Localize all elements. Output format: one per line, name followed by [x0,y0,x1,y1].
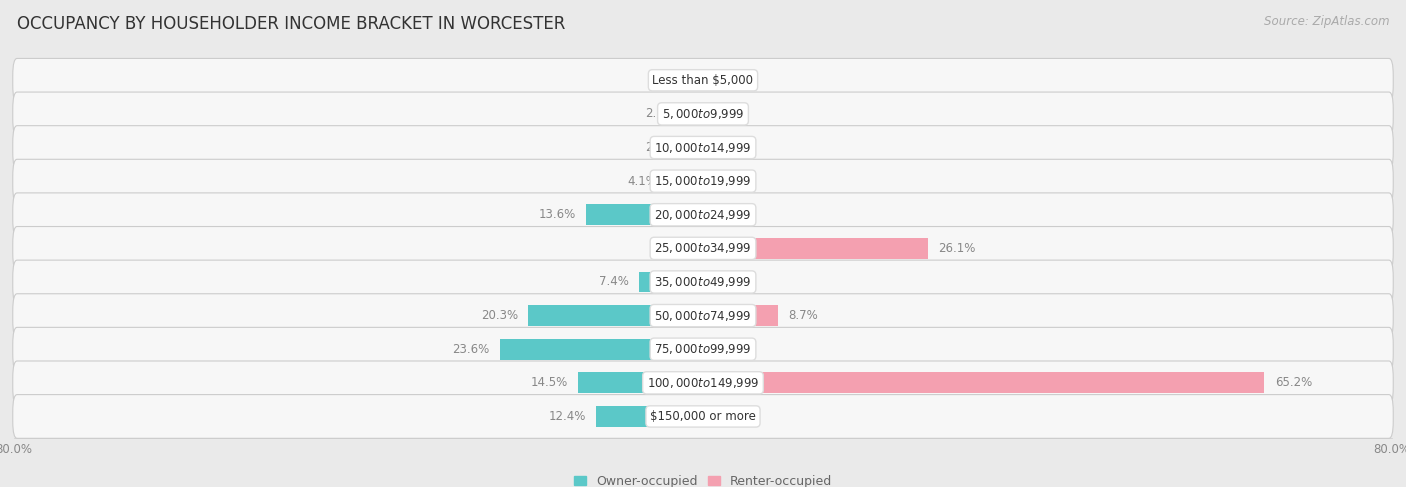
Text: 0.0%: 0.0% [713,175,742,187]
Bar [499,339,703,359]
Text: $50,000 to $74,999: $50,000 to $74,999 [654,309,752,322]
FancyBboxPatch shape [13,394,1393,438]
Legend: Owner-occupied, Renter-occupied: Owner-occupied, Renter-occupied [568,470,838,487]
FancyBboxPatch shape [13,193,1393,237]
FancyBboxPatch shape [13,226,1393,270]
Text: 13.6%: 13.6% [538,208,575,221]
Text: $35,000 to $49,999: $35,000 to $49,999 [654,275,752,289]
Text: 2.1%: 2.1% [645,141,675,154]
FancyBboxPatch shape [13,159,1393,203]
Text: $150,000 or more: $150,000 or more [650,410,756,423]
FancyBboxPatch shape [13,327,1393,371]
Bar [685,137,703,158]
Bar [685,103,703,124]
Text: 0.0%: 0.0% [713,141,742,154]
Text: 65.2%: 65.2% [1275,376,1312,389]
Bar [703,373,1264,393]
Text: 12.4%: 12.4% [548,410,586,423]
FancyBboxPatch shape [13,294,1393,337]
Text: 0.0%: 0.0% [713,410,742,423]
FancyBboxPatch shape [13,126,1393,169]
Bar [703,238,928,259]
Text: $15,000 to $19,999: $15,000 to $19,999 [654,174,752,188]
FancyBboxPatch shape [13,361,1393,405]
Text: 2.1%: 2.1% [645,108,675,120]
Text: 26.1%: 26.1% [938,242,976,255]
Text: 0.0%: 0.0% [664,74,693,87]
Text: $75,000 to $99,999: $75,000 to $99,999 [654,342,752,356]
Bar [668,171,703,191]
Text: OCCUPANCY BY HOUSEHOLDER INCOME BRACKET IN WORCESTER: OCCUPANCY BY HOUSEHOLDER INCOME BRACKET … [17,15,565,33]
Bar [703,305,778,326]
Text: $5,000 to $9,999: $5,000 to $9,999 [662,107,744,121]
Text: 0.0%: 0.0% [713,74,742,87]
Text: 4.1%: 4.1% [627,175,658,187]
Text: 0.0%: 0.0% [713,343,742,356]
Text: 20.3%: 20.3% [481,309,517,322]
Text: 0.0%: 0.0% [713,208,742,221]
Text: $100,000 to $149,999: $100,000 to $149,999 [647,376,759,390]
Text: $25,000 to $34,999: $25,000 to $34,999 [654,242,752,255]
Text: 23.6%: 23.6% [453,343,489,356]
Bar [596,406,703,427]
Text: 0.0%: 0.0% [713,108,742,120]
FancyBboxPatch shape [13,58,1393,102]
Text: 0.0%: 0.0% [713,276,742,288]
Text: Source: ZipAtlas.com: Source: ZipAtlas.com [1264,15,1389,28]
FancyBboxPatch shape [13,92,1393,136]
FancyBboxPatch shape [13,260,1393,304]
Text: 14.5%: 14.5% [530,376,568,389]
Text: Less than $5,000: Less than $5,000 [652,74,754,87]
Text: 0.0%: 0.0% [664,242,693,255]
Bar [640,272,703,292]
Bar [529,305,703,326]
Bar [578,373,703,393]
Bar [586,205,703,225]
Text: $20,000 to $24,999: $20,000 to $24,999 [654,208,752,222]
Text: 8.7%: 8.7% [789,309,818,322]
Text: 7.4%: 7.4% [599,276,628,288]
Text: $10,000 to $14,999: $10,000 to $14,999 [654,141,752,154]
